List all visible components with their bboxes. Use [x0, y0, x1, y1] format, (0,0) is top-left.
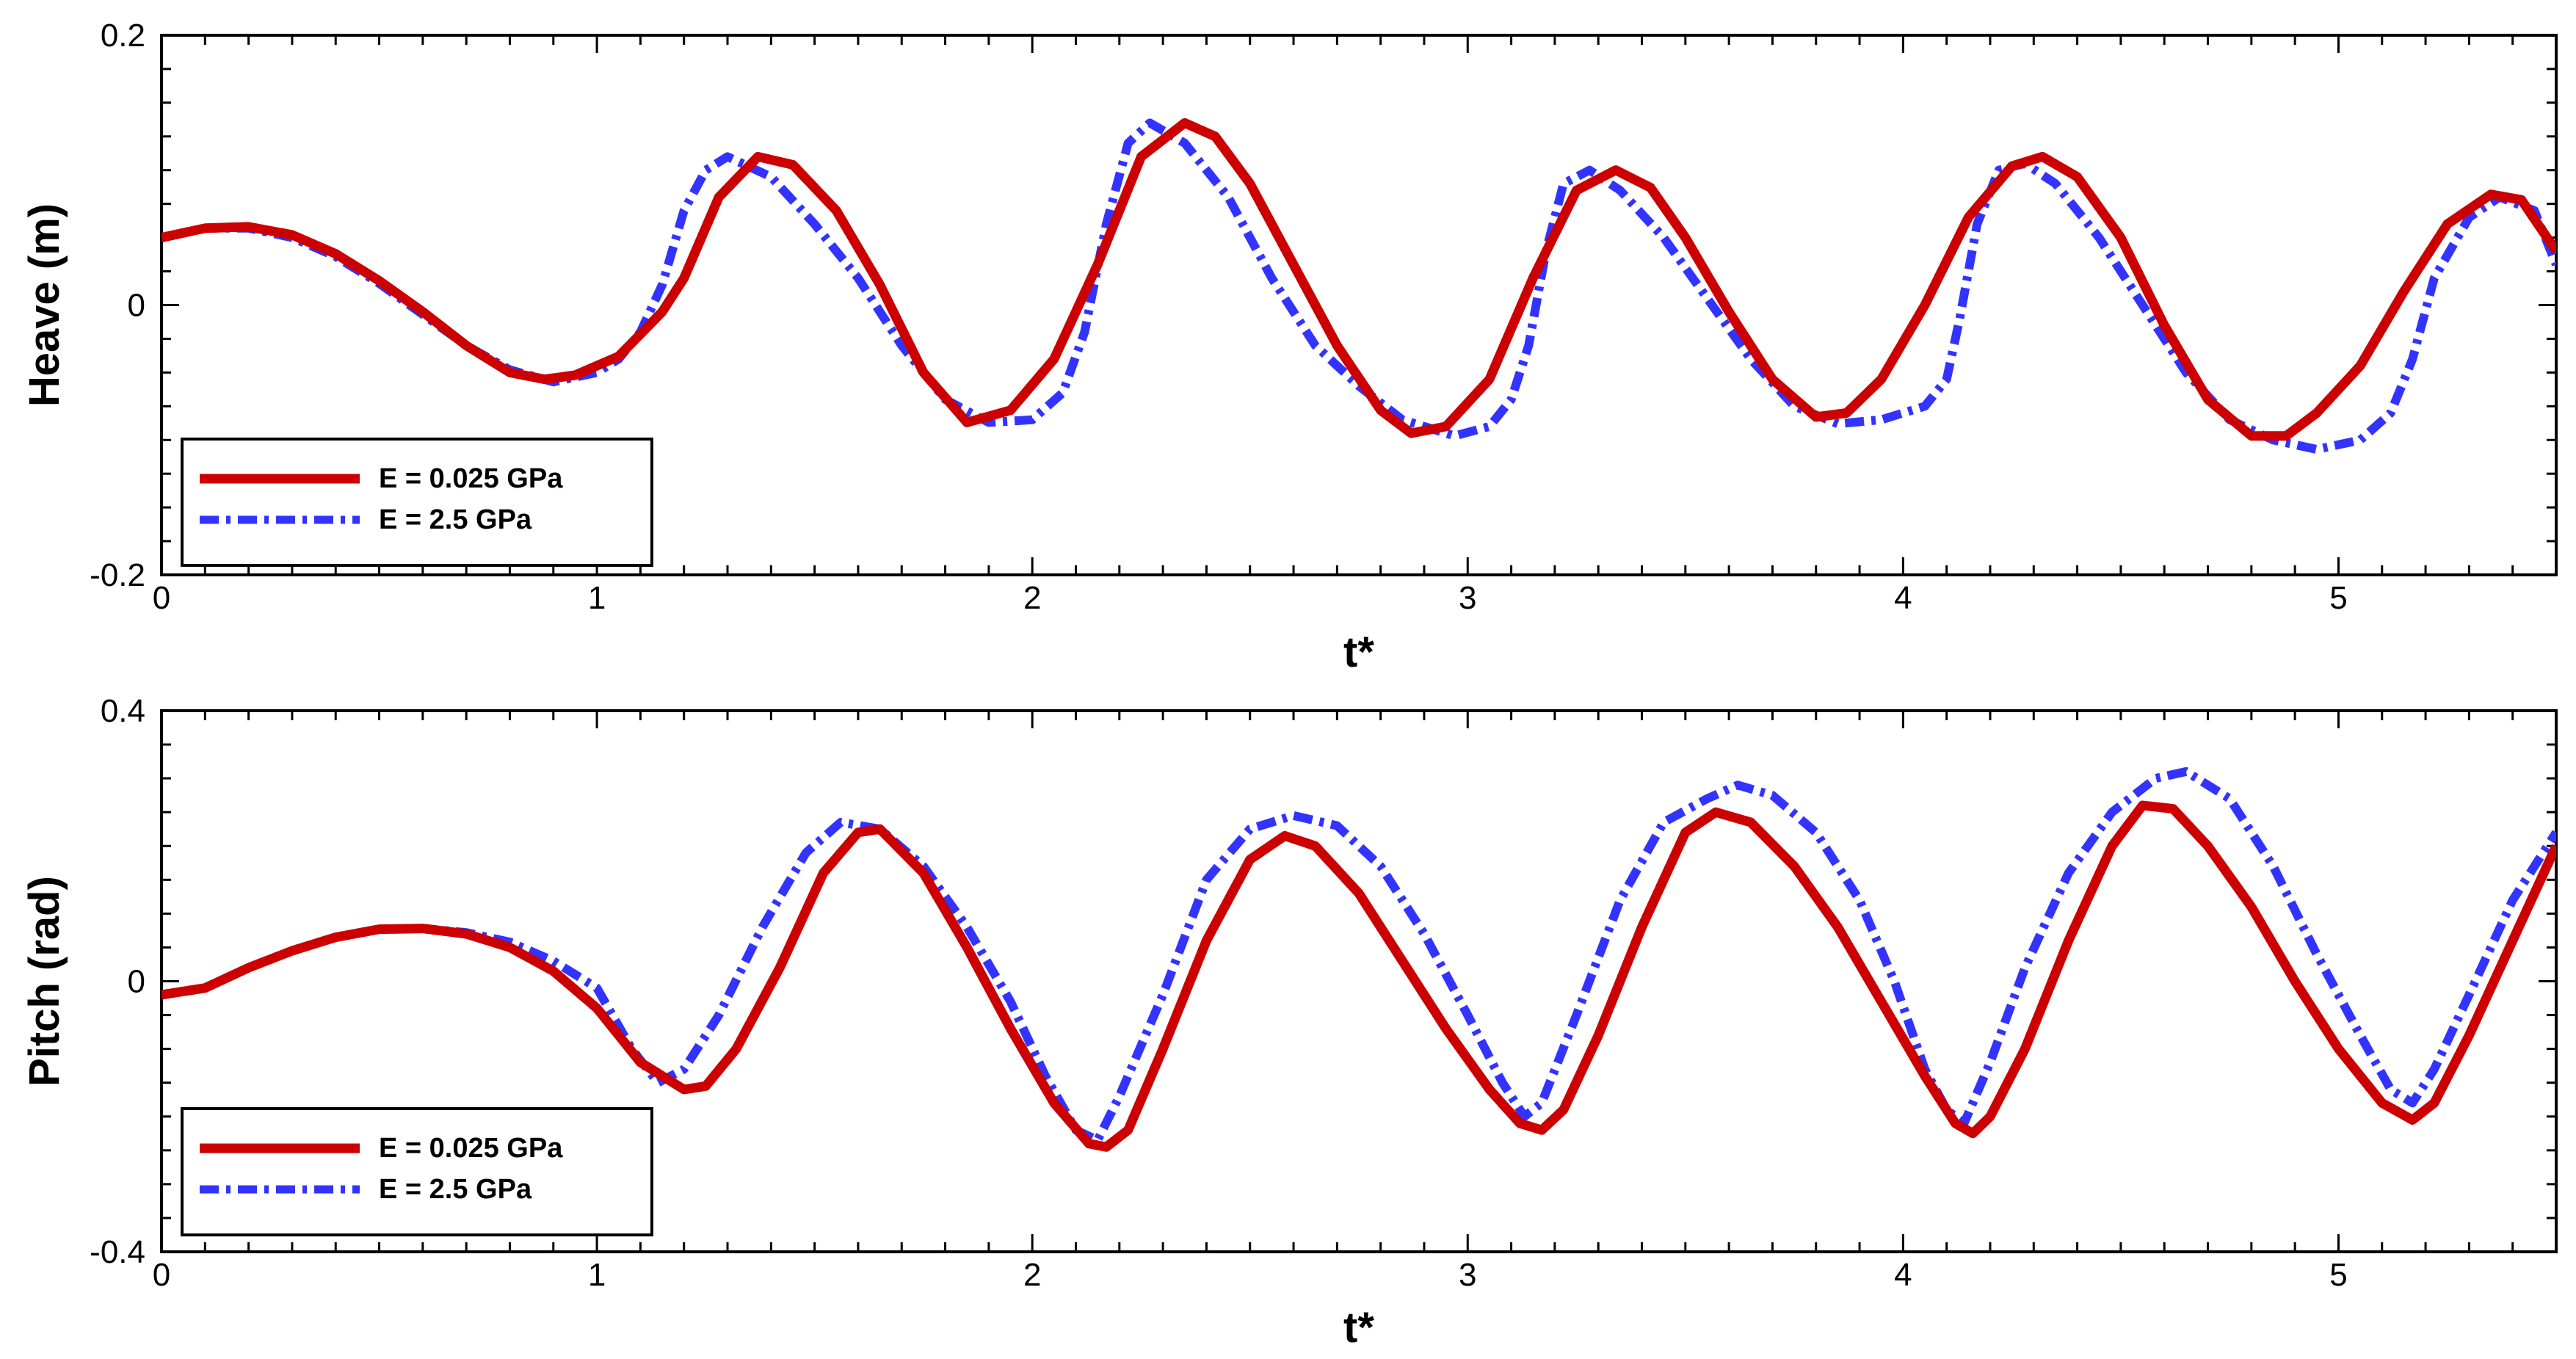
x-axis-title: t*	[1343, 628, 1374, 676]
x-tick-label: 5	[2329, 1257, 2347, 1293]
x-tick-label: 3	[1459, 1257, 1476, 1293]
y-tick-label: -0.2	[90, 557, 145, 593]
y-tick-label: 0	[128, 288, 145, 324]
legend-label: E = 0.025 GPa	[379, 463, 563, 494]
x-tick-label: 0	[153, 1257, 170, 1293]
y-tick-label: 0	[128, 964, 145, 1000]
x-tick-label: 1	[588, 580, 606, 616]
y-tick-label: 0.2	[101, 18, 145, 54]
x-tick-label: 4	[1894, 1257, 1912, 1293]
legend-label: E = 2.5 GPa	[379, 1174, 532, 1205]
legend-label: E = 0.025 GPa	[379, 1133, 563, 1164]
x-axis-title: t*	[1343, 1304, 1374, 1352]
y-tick-label: 0.4	[101, 693, 145, 729]
series-line-e-2-5-gpa	[162, 118, 2556, 454]
x-tick-label: 2	[1023, 1257, 1041, 1293]
series-line-e-2-5-gpa	[162, 767, 2556, 1145]
series-line-e-0-025-gpa	[162, 117, 2556, 441]
y-axis-title: Heave (m)	[21, 203, 68, 407]
x-tick-label: 5	[2329, 580, 2347, 616]
x-tick-label: 4	[1894, 580, 1912, 616]
x-tick-label: 1	[588, 1257, 606, 1293]
y-tick-label: -0.4	[90, 1234, 145, 1270]
series-line-e-0-025-gpa	[162, 800, 2556, 1152]
legend-box	[181, 1107, 653, 1236]
x-tick-label: 3	[1459, 580, 1476, 616]
y-axis-title: Pitch (rad)	[21, 876, 68, 1087]
legend-label: E = 2.5 GPa	[379, 504, 532, 535]
x-tick-label: 2	[1023, 580, 1041, 616]
legend-box	[181, 438, 653, 567]
x-tick-label: 0	[153, 580, 170, 616]
